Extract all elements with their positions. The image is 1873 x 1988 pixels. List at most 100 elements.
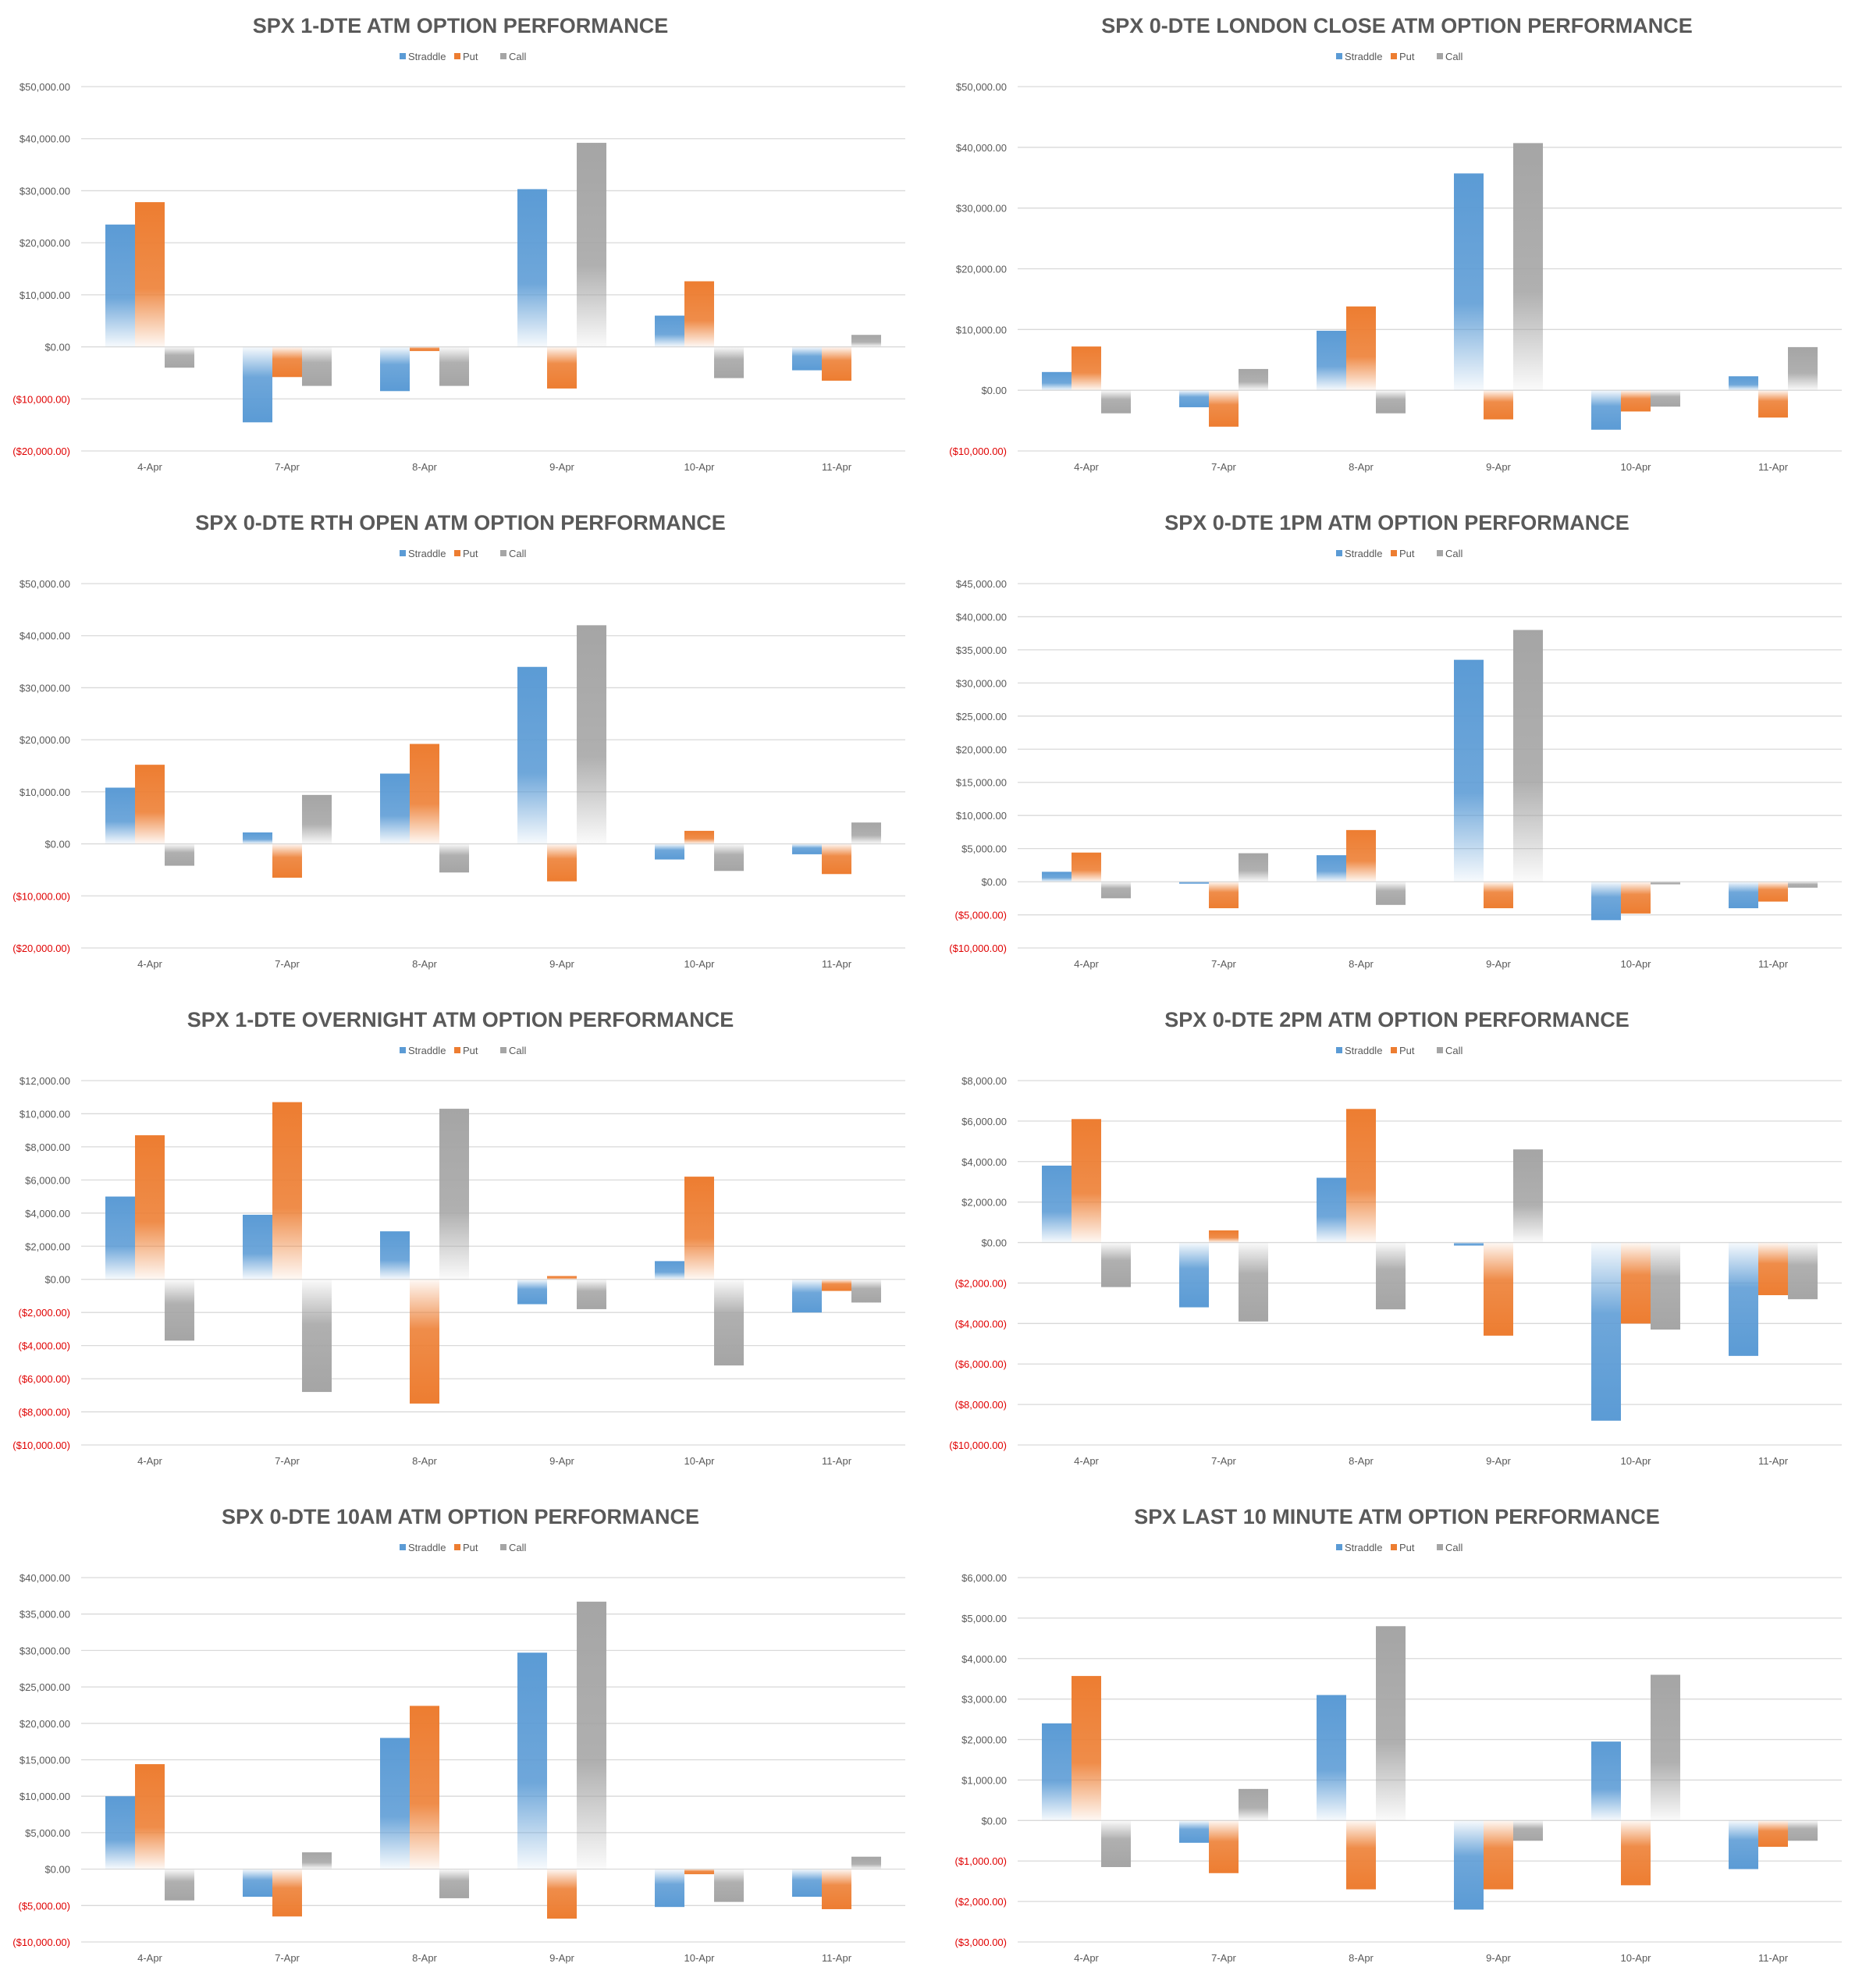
y-tick-label: ($10,000.00) [949, 1440, 1007, 1451]
bar-call-9-apr [1513, 630, 1543, 882]
chart-title: SPX 0-DTE LONDON CLOSE ATM OPTION PERFOR… [1101, 14, 1693, 37]
bar-straddle-4-apr [1042, 1723, 1072, 1821]
y-tick-label: $10,000.00 [20, 786, 70, 798]
bar-put-4-apr [1072, 346, 1101, 391]
bar-straddle-8-apr [380, 1738, 410, 1869]
bar-call-10-apr [714, 346, 744, 378]
bar-straddle-11-apr [792, 843, 822, 854]
bar-straddle-10-apr [655, 315, 684, 347]
legend-swatch [1437, 550, 1443, 556]
bar-put-7-apr [1209, 390, 1239, 427]
bar-put-8-apr [1346, 1109, 1376, 1243]
legend-swatch [1437, 1047, 1443, 1053]
y-tick-label: $40,000.00 [20, 1572, 70, 1584]
x-category-label: 10-Apr [684, 1455, 715, 1467]
bar-call-7-apr [1239, 1788, 1268, 1821]
y-tick-label: ($5,000.00) [955, 910, 1008, 921]
legend-entry: Straddle [1345, 51, 1382, 62]
bar-straddle-9-apr [517, 189, 547, 347]
chart-panel: SPX 1-DTE OVERNIGHT ATM OPTION PERFORMAN… [0, 994, 936, 1491]
y-tick-label: $0.00 [981, 385, 1007, 396]
y-tick-label: $40,000.00 [20, 133, 70, 145]
bar-put-9-apr [1484, 390, 1513, 420]
bar-put-11-apr [1758, 1820, 1788, 1848]
bar-straddle-10-apr [1591, 390, 1621, 430]
y-tick-label: $35,000.00 [956, 644, 1007, 656]
bar-put-11-apr [822, 843, 851, 875]
chart-title: SPX 0-DTE 1PM ATM OPTION PERFORMANCE [1164, 511, 1630, 534]
bar-straddle-8-apr [380, 1231, 410, 1280]
legend-swatch [454, 53, 460, 59]
chart-title: SPX 1-DTE OVERNIGHT ATM OPTION PERFORMAN… [187, 1008, 734, 1031]
bar-call-8-apr [1376, 882, 1406, 905]
bar-put-10-apr [684, 1177, 714, 1280]
legend-entry: Put [463, 548, 478, 559]
legend-entry: Call [1445, 1542, 1463, 1553]
legend-entry: Put [1399, 1542, 1415, 1553]
y-tick-label: $10,000.00 [20, 1791, 70, 1802]
y-tick-label: ($10,000.00) [12, 1937, 70, 1948]
x-category-label: 10-Apr [1620, 1455, 1651, 1467]
legend-swatch [1336, 550, 1342, 556]
x-category-label: 9-Apr [1486, 1455, 1511, 1467]
y-tick-label: $20,000.00 [956, 264, 1007, 275]
chart-title: SPX LAST 10 MINUTE ATM OPTION PERFORMANC… [1134, 1505, 1660, 1528]
bar-straddle-11-apr [792, 1869, 822, 1897]
y-tick-label: $30,000.00 [956, 203, 1007, 215]
bar-put-9-apr [1484, 1820, 1513, 1890]
bar-call-10-apr [1651, 390, 1680, 407]
bar-straddle-7-apr [243, 1869, 272, 1897]
y-tick-label: $15,000.00 [956, 777, 1007, 789]
bar-put-8-apr [410, 1706, 439, 1869]
bar-put-8-apr [410, 346, 439, 351]
bar-straddle-7-apr [1179, 1242, 1209, 1308]
bar-call-8-apr [1376, 390, 1406, 414]
bar-put-11-apr [1758, 882, 1788, 902]
bar-put-10-apr [1621, 882, 1651, 914]
bar-straddle-9-apr [1454, 1820, 1484, 1910]
legend-swatch [500, 1047, 506, 1053]
x-category-label: 8-Apr [1349, 1455, 1374, 1467]
bar-call-11-apr [1788, 1820, 1818, 1841]
legend-swatch [1391, 550, 1397, 556]
y-tick-label: $0.00 [44, 1864, 70, 1876]
bar-straddle-4-apr [105, 787, 135, 844]
legend-swatch [400, 53, 406, 59]
x-category-label: 10-Apr [1620, 461, 1651, 473]
chart-title: SPX 0-DTE 2PM ATM OPTION PERFORMANCE [1164, 1008, 1630, 1031]
bar-straddle-9-apr [517, 666, 547, 844]
bar-put-9-apr [1484, 1242, 1513, 1336]
bar-call-11-apr [851, 335, 881, 347]
x-category-label: 7-Apr [275, 1455, 300, 1467]
chart-svg: SPX 0-DTE 1PM ATM OPTION PERFORMANCE Stra… [949, 511, 1842, 970]
bar-straddle-10-apr [655, 1869, 684, 1908]
bar-put-10-apr [684, 281, 714, 347]
bar-call-9-apr [1513, 143, 1543, 391]
y-tick-label: $0.00 [981, 1815, 1007, 1826]
y-tick-label: $30,000.00 [20, 682, 70, 694]
bar-put-11-apr [1758, 390, 1788, 418]
x-category-label: 11-Apr [822, 1952, 852, 1964]
bar-put-7-apr [1209, 882, 1239, 909]
y-tick-label: ($6,000.00) [955, 1358, 1008, 1370]
y-tick-label: $6,000.00 [961, 1116, 1007, 1127]
bar-straddle-8-apr [1317, 1695, 1346, 1821]
x-category-label: 10-Apr [1620, 1952, 1651, 1964]
bar-straddle-4-apr [1042, 872, 1072, 882]
chart-title: SPX 0-DTE RTH OPEN ATM OPTION PERFORMANC… [195, 511, 726, 534]
bar-put-9-apr [1484, 882, 1513, 909]
bar-call-4-apr [1101, 882, 1131, 899]
x-category-label: 4-Apr [1074, 1952, 1099, 1964]
legend-entry: Put [463, 1542, 478, 1553]
bar-put-7-apr [272, 1869, 302, 1917]
bar-straddle-9-apr [1454, 173, 1484, 391]
y-tick-label: $30,000.00 [20, 1645, 70, 1656]
legend-swatch [1336, 53, 1342, 59]
bar-put-8-apr [1346, 829, 1376, 882]
bar-call-9-apr [577, 625, 606, 844]
legend-swatch [1437, 1544, 1443, 1550]
bar-put-11-apr [822, 1279, 851, 1291]
y-tick-label: $12,000.00 [20, 1075, 70, 1087]
bar-put-4-apr [1072, 1676, 1101, 1821]
bar-call-9-apr [1513, 1149, 1543, 1243]
